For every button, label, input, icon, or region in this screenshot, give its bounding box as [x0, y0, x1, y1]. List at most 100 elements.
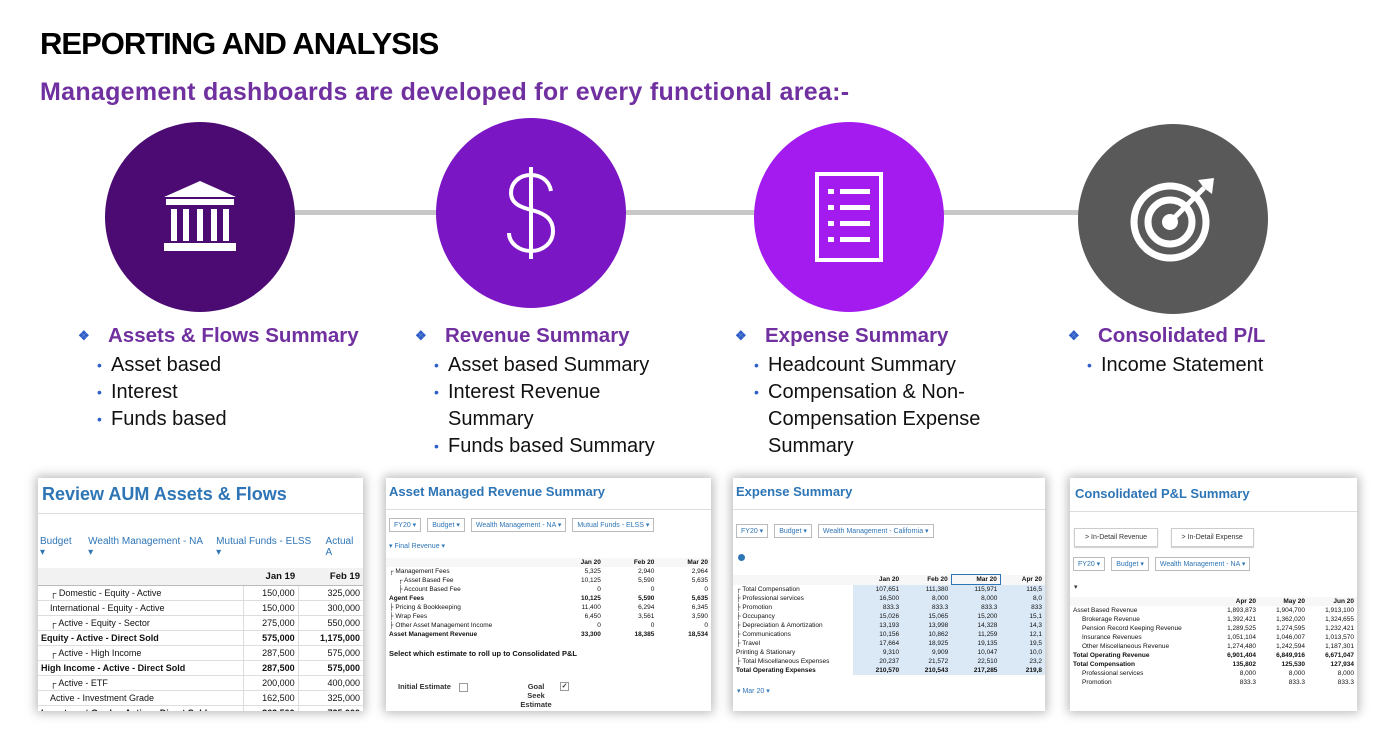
cell-value: 1,274,480 [1227, 643, 1256, 650]
revenue-table: Jan 20 Feb 20 Mar 20 ┌ Management Fees 5,32… [386, 558, 711, 639]
row-label: ├ Travel [736, 640, 761, 647]
cell-value: 1,232,421 [1325, 625, 1354, 632]
table-row: ├ Travel 17,664 18,925 19,135 19,5 [733, 639, 1045, 648]
period-selector[interactable]: ▾ Mar 20 ▾ [737, 688, 770, 695]
cell-value: 833.3 [853, 603, 903, 612]
cell-value: 8,000 [1239, 670, 1256, 677]
list-item: • Funds based [97, 408, 227, 430]
filter[interactable]: FY20 ▾ [736, 524, 769, 538]
assets-heading: Assets & Flows Summary [108, 324, 359, 347]
cell-value: 13,193 [853, 621, 903, 630]
filter[interactable]: Budget ▾ [1111, 557, 1149, 571]
row-label: ├ Promotion [736, 604, 773, 611]
cell-value: 150,000 [242, 585, 299, 601]
table-row: ├ Pricing & Bookkeeping 11,400 6,294 6,345 [386, 603, 711, 612]
cell-value: 0 [650, 622, 655, 629]
thumbnail-title: Review AUM Assets & Flows [38, 478, 363, 514]
cell-value: 0 [597, 586, 601, 593]
filter[interactable]: Wealth Management - NA ▾ [1154, 557, 1251, 571]
filter[interactable]: Actual A [325, 536, 354, 558]
cell-value: 1,904,700 [1276, 607, 1305, 614]
cell-value: 2,940 [638, 568, 655, 575]
row-label: Total Operating Expenses [736, 667, 816, 674]
cell-value: 15,026 [853, 612, 903, 621]
cell-value: 300,000 [297, 600, 363, 616]
row-label: Total Operating Revenue [1073, 652, 1150, 659]
filter[interactable]: Budget ▾ [774, 524, 812, 538]
row-label: Brokerage Revenue [1082, 616, 1140, 623]
table-row: ┌ Active - ETF 200,000 400,000 [38, 675, 363, 691]
row-label: Promotion [1082, 679, 1112, 686]
filter[interactable]: Wealth Management - NA ▾ [88, 536, 203, 558]
filter[interactable]: FY20 ▾ [389, 518, 422, 532]
cell-value: 219,8 [1000, 666, 1045, 675]
table-row: Investment Grade - Active - Direct Sold3… [38, 705, 363, 711]
cell-value: 1,893,873 [1227, 607, 1256, 614]
section-toggle[interactable]: ▾ Final Revenue ▾ [389, 543, 446, 550]
cell-value: 18,925 [902, 639, 952, 648]
filter[interactable]: Wealth Management - California ▾ [817, 524, 934, 538]
thumbnail-title: Expense Summary [733, 478, 1045, 510]
cell-value: 15,1 [1000, 612, 1045, 621]
cell-value: 10,0 [1000, 648, 1045, 657]
row-label: ├ Other Asset Management Income [389, 622, 493, 629]
filter[interactable]: Budget ▾ [40, 536, 72, 558]
cell-value: 11,259 [951, 630, 1001, 639]
cell-value: 1,324,655 [1325, 616, 1354, 623]
table-row: Total Operating Expenses 210,570 210,543 21… [733, 666, 1045, 675]
cell-value: 1,175,000 [297, 630, 363, 646]
cell-value: 400,000 [297, 675, 363, 691]
cell-value: 22,510 [951, 657, 1001, 666]
row-label: International - Equity - Active [38, 600, 243, 616]
cell-value: 111,380 [902, 584, 952, 594]
cell-value: 6,671,047 [1325, 652, 1354, 659]
filter[interactable]: Mutual Funds - ELSS ▾ [572, 518, 655, 532]
cell-value: 325,000 [297, 585, 363, 601]
cell-value: 575,000 [297, 660, 363, 676]
row-label: ├ Professional services [736, 595, 804, 602]
cell-value: 12,1 [1000, 630, 1045, 639]
filter[interactable]: Wealth Management - NA ▾ [470, 518, 567, 532]
diamond-bullet-icon: ❖ [735, 328, 747, 343]
cell-value: 15,065 [902, 612, 952, 621]
collapse-icon[interactable]: ▾ [1074, 584, 1078, 591]
row-label: High Income - Active - Direct Sold [38, 660, 243, 676]
filter[interactable]: Mutual Funds - ELSS ▾ [216, 536, 312, 558]
diamond-bullet-icon: ❖ [1068, 328, 1080, 343]
cell-value: 18,385 [634, 631, 655, 638]
target-icon [1130, 178, 1214, 262]
row-label: Insurance Revenues [1082, 634, 1142, 641]
pl-dashboard-thumbnail: Consolidated P&L Summary > In-Detail Rev… [1070, 478, 1357, 711]
cell-value: 1,274,595 [1276, 625, 1305, 632]
table-row: ┌ Total Compensation 107,651 111,380 115,97… [733, 584, 1045, 594]
goal-seek-option[interactable]: Goal Seek Estimate ✓ [520, 682, 570, 709]
row-label: Equity - Active - Direct Sold [38, 630, 243, 646]
cell-value: 1,013,570 [1325, 634, 1354, 641]
cell-value: 362,500 [242, 705, 299, 711]
assets-column: ❖ Assets & Flows Summary • Asset based • In… [78, 322, 359, 433]
row-label: ├ Total Miscellaneous Expenses [736, 658, 830, 665]
in-detail-revenue-button[interactable]: > In-Detail Revenue [1074, 528, 1159, 547]
cell-value: 6,901,404 [1227, 652, 1256, 659]
table-row: Agent Fees 10,125 5,590 5,635 [386, 594, 711, 603]
cell-value: 11,400 [581, 604, 601, 611]
pl-table: Apr 20 May 20 Jun 20 Asset Based Revenue 1,… [1070, 597, 1357, 687]
in-detail-expense-button[interactable]: > In-Detail Expense [1170, 528, 1254, 547]
table-row: ├ Communications 10,156 10,862 11,259 12,1 [733, 630, 1045, 639]
filter[interactable]: Budget ▾ [427, 518, 465, 532]
cell-value: 287,500 [242, 660, 299, 676]
expense-circle [754, 122, 944, 312]
initial-estimate-option[interactable]: Initial Estimate [398, 682, 469, 709]
row-label: Investment Grade - Active - Direct Sold [38, 705, 243, 711]
cell-value: 833.3 [1239, 679, 1256, 686]
expense-column: ❖ Expense Summary • Headcount Summary • Com… [735, 322, 993, 460]
cell-value: 135,802 [1232, 661, 1257, 668]
row-label: ├ Account Based Fee [398, 586, 461, 593]
cell-value: 1,046,007 [1276, 634, 1305, 641]
cell-value: 10,156 [853, 630, 903, 639]
row-label: Asset Management Revenue [389, 631, 478, 638]
table-row: Other Miscellaneous Revenue 1,274,480 1,24… [1070, 642, 1357, 651]
cell-value: 21,572 [902, 657, 952, 666]
filter[interactable]: FY20 ▾ [1073, 557, 1106, 571]
expand-icon[interactable] [733, 540, 1045, 574]
